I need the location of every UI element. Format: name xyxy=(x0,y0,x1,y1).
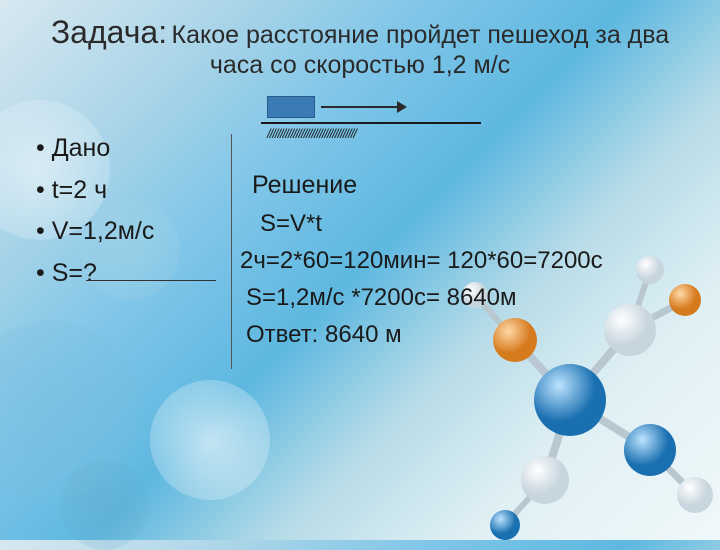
solution-answer: Ответ: 8640 м xyxy=(246,316,603,353)
moving-block xyxy=(267,96,315,118)
given-block: Дано t=2 ч V=1,2м/с S=? xyxy=(36,130,216,296)
given-line: V=1,2м/с xyxy=(36,213,216,251)
arrow-head-icon xyxy=(397,101,407,113)
slide-title: Задача: Какое расстояние пройдет пешеход… xyxy=(0,14,720,80)
arrow-line xyxy=(321,106,399,108)
given-underline xyxy=(86,280,216,281)
hatching-pattern: ////////////////////////////////// xyxy=(267,126,356,141)
content-area: Дано t=2 ч V=1,2м/с S=? ////////////////… xyxy=(36,130,700,296)
solution-block: ////////////////////////////////// Решен… xyxy=(246,130,603,354)
title-prefix: Задача: xyxy=(51,14,167,50)
motion-diagram: ////////////////////////////////// xyxy=(261,102,491,152)
bokeh-circle xyxy=(60,460,150,550)
given-line: S=? xyxy=(36,255,216,293)
solution-text: Решение S=V*t 2ч=2*60=120мин= 120*60=720… xyxy=(246,166,603,354)
solution-formula: S=V*t xyxy=(260,205,603,242)
solution-calc: S=1,2м/с *7200с= 8640м xyxy=(246,279,603,316)
given-line: t=2 ч xyxy=(36,172,216,210)
vertical-divider xyxy=(231,134,232,369)
given-heading: Дано xyxy=(36,130,216,168)
solution-conversion: 2ч=2*60=120мин= 120*60=7200с xyxy=(240,242,603,279)
bokeh-circle xyxy=(0,320,140,500)
title-text: Какое расстояние пройдет пешеход за два … xyxy=(172,21,670,79)
bokeh-circle xyxy=(150,380,270,500)
solution-heading: Решение xyxy=(252,166,603,205)
ground-line xyxy=(261,122,481,124)
